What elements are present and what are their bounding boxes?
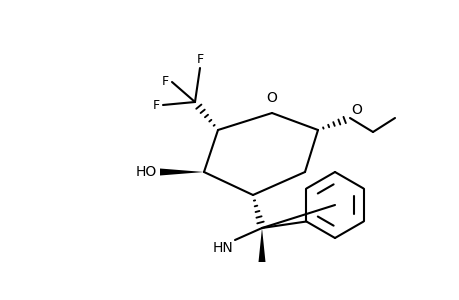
Text: HN: HN xyxy=(212,241,233,255)
Text: F: F xyxy=(152,98,160,112)
Text: O: O xyxy=(350,103,361,117)
Text: O: O xyxy=(266,91,277,105)
Text: F: F xyxy=(162,74,168,88)
Polygon shape xyxy=(258,228,265,262)
Text: HO: HO xyxy=(135,165,157,179)
Polygon shape xyxy=(160,169,203,176)
Text: F: F xyxy=(196,53,203,66)
